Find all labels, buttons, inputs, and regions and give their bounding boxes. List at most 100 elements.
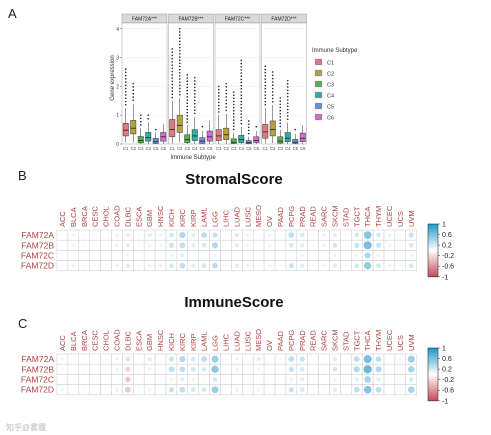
correlation-dot bbox=[83, 264, 86, 267]
column-label: PAAD bbox=[276, 207, 285, 227]
correlation-dot bbox=[354, 377, 359, 382]
correlation-dot bbox=[246, 233, 250, 237]
heatmap-c: ACC BLCA BRCA CESC CHOL COAD DLBC ESCA GBM HNSC KI… bbox=[21, 329, 454, 406]
colorbar-segment bbox=[428, 257, 438, 259]
correlation-dot bbox=[288, 232, 295, 238]
colorbar-segment bbox=[428, 241, 438, 243]
outlier-point bbox=[271, 91, 274, 93]
colorbar-segment bbox=[428, 391, 438, 394]
outlier-point bbox=[232, 128, 235, 131]
outlier-point bbox=[232, 113, 235, 115]
correlation-dot bbox=[268, 358, 271, 360]
correlation-dot bbox=[148, 388, 152, 392]
correlation-dot bbox=[125, 386, 131, 393]
correlation-dot bbox=[375, 366, 382, 373]
correlation-dot bbox=[159, 368, 162, 371]
correlation-dot bbox=[257, 244, 260, 247]
correlation-dot bbox=[354, 242, 360, 248]
column-label: UCEC bbox=[385, 205, 394, 227]
correlation-dot bbox=[344, 244, 348, 247]
column-label: PRAD bbox=[298, 330, 307, 351]
colorbar-segment bbox=[428, 258, 438, 260]
outlier-point bbox=[186, 108, 189, 111]
correlation-dot bbox=[353, 356, 360, 362]
column-label: DLBC bbox=[123, 206, 132, 227]
colorbar-segment bbox=[428, 262, 438, 264]
outlier-point bbox=[240, 91, 243, 93]
x-tick-label: C4 bbox=[239, 146, 245, 151]
correlation-dot bbox=[179, 262, 186, 269]
correlation-dot bbox=[257, 367, 261, 371]
outlier-point bbox=[178, 59, 181, 61]
outlier-point bbox=[178, 78, 181, 80]
column-label: MESO bbox=[254, 329, 263, 351]
correlation-dot bbox=[409, 253, 413, 258]
x-tick-label: C3 bbox=[278, 146, 284, 151]
outlier-point bbox=[171, 48, 174, 50]
correlation-dot bbox=[191, 263, 196, 268]
column-label: KICH bbox=[167, 209, 176, 227]
colorbar-segment bbox=[428, 237, 438, 239]
correlation-dot bbox=[322, 264, 326, 268]
box bbox=[215, 129, 222, 141]
correlation-dot bbox=[212, 377, 218, 382]
correlation-dot bbox=[148, 378, 151, 381]
x-tick-label: C2 bbox=[177, 146, 183, 151]
correlation-dot bbox=[332, 263, 337, 268]
correlation-dot bbox=[83, 244, 86, 247]
outlier-point bbox=[193, 109, 196, 111]
correlation-dot bbox=[202, 254, 206, 257]
x-tick-label: C2 bbox=[270, 146, 276, 151]
outlier-point bbox=[271, 97, 274, 100]
correlation-dot bbox=[300, 377, 305, 382]
outlier-point bbox=[132, 82, 135, 85]
outlier-point bbox=[124, 81, 127, 83]
correlation-dot bbox=[299, 387, 305, 393]
colorbar-tick-label: -1 bbox=[442, 274, 448, 281]
correlation-dot bbox=[158, 243, 163, 247]
box bbox=[191, 129, 198, 141]
correlation-dot bbox=[83, 378, 86, 381]
outlier-point bbox=[232, 119, 235, 121]
outlier-point bbox=[232, 122, 235, 124]
column-label: PAAD bbox=[276, 331, 285, 351]
box bbox=[122, 123, 129, 137]
correlation-dot bbox=[60, 388, 65, 392]
colorbar-segment bbox=[428, 357, 438, 359]
colorbar-tick-label: 1 bbox=[442, 346, 446, 353]
box bbox=[169, 119, 176, 138]
colorbar-frame bbox=[427, 223, 439, 278]
heatmap-c-title: ImmuneScore bbox=[184, 294, 283, 311]
colorbar-tick-label: -0.2 bbox=[442, 377, 454, 384]
outlier-point bbox=[217, 85, 220, 88]
colorbar-segment bbox=[428, 388, 438, 391]
correlation-dot bbox=[388, 388, 391, 391]
outlier-point bbox=[193, 106, 196, 108]
correlation-dot bbox=[322, 368, 326, 371]
outlier-point bbox=[271, 84, 274, 87]
colorbar-segment bbox=[428, 382, 438, 384]
x-tick-label: C3 bbox=[185, 146, 191, 151]
correlation-dot bbox=[354, 263, 360, 269]
colorbar-tick-label: 0.6 bbox=[442, 232, 452, 239]
colorbar-tick-label: 0.6 bbox=[442, 356, 452, 363]
x-tick-label: C6 bbox=[300, 146, 306, 151]
correlation-dot bbox=[104, 368, 108, 371]
colorbar-segment bbox=[428, 274, 438, 276]
correlation-dot bbox=[300, 253, 304, 258]
outlier-point bbox=[240, 122, 243, 125]
x-tick-label: C1 bbox=[263, 146, 269, 151]
correlation-dot bbox=[201, 356, 207, 362]
correlation-dot bbox=[332, 387, 337, 392]
colorbar-segment bbox=[428, 353, 438, 355]
x-tick-label: C1 bbox=[123, 146, 129, 151]
correlation-dot bbox=[179, 232, 186, 239]
outlier-point bbox=[193, 80, 196, 82]
correlation-dot bbox=[94, 368, 97, 371]
column-label: LUAD bbox=[232, 330, 241, 351]
correlation-dot bbox=[235, 254, 239, 257]
outlier-point bbox=[124, 97, 127, 100]
panel-label-c: C bbox=[18, 316, 27, 331]
correlation-dot bbox=[299, 232, 305, 238]
correlation-dot bbox=[83, 254, 86, 257]
